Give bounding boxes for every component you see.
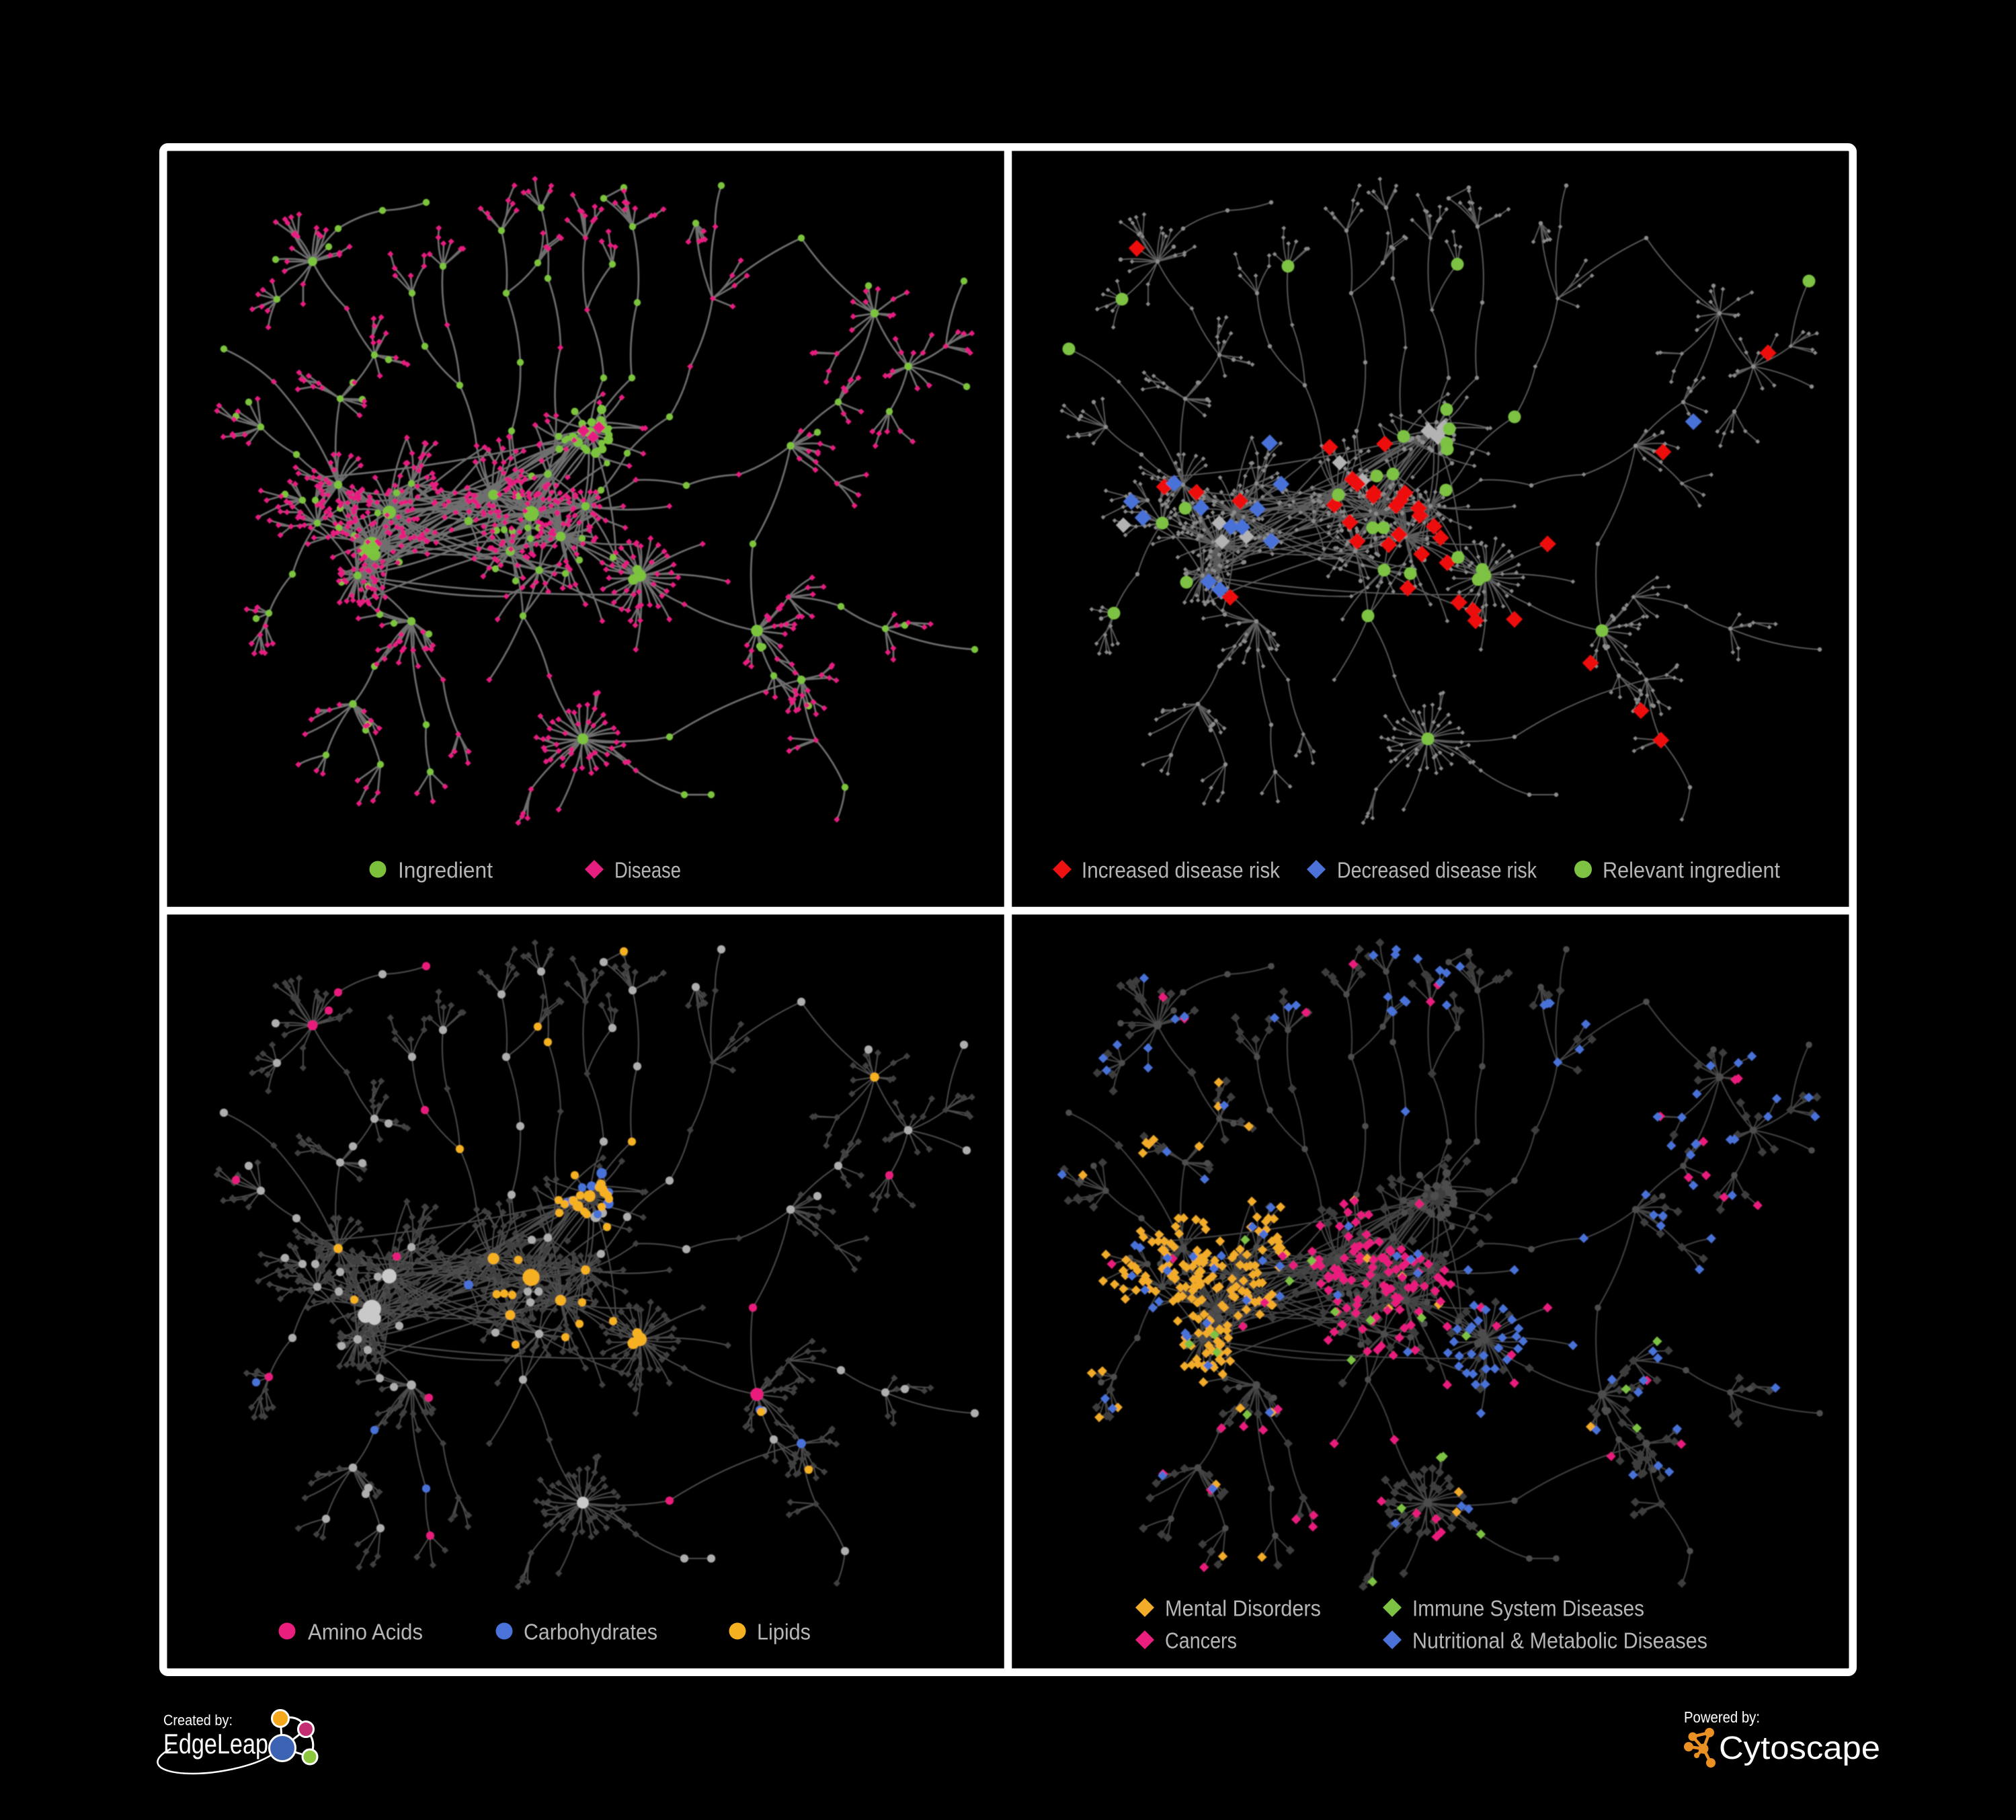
svg-text:Decreased disease risk: Decreased disease risk: [1337, 858, 1537, 883]
svg-text:Disease: Disease: [614, 858, 681, 883]
svg-text:EdgeLeap: EdgeLeap: [163, 1728, 268, 1759]
svg-text:Created by:: Created by:: [163, 1712, 233, 1729]
svg-text:Immune System Diseases: Immune System Diseases: [1412, 1596, 1644, 1621]
svg-text:Powered by:: Powered by:: [1684, 1708, 1760, 1726]
svg-text:Lipids: Lipids: [757, 1620, 811, 1645]
svg-text:Nutritional & Metabolic Diseas: Nutritional & Metabolic Diseases: [1412, 1628, 1707, 1653]
svg-text:Cytoscape: Cytoscape: [1719, 1731, 1880, 1766]
svg-text:Relevant ingredient: Relevant ingredient: [1603, 858, 1780, 883]
svg-text:Carbohydrates: Carbohydrates: [524, 1620, 657, 1645]
svg-text:Cancers: Cancers: [1165, 1628, 1237, 1653]
svg-text:Increased disease risk: Increased disease risk: [1082, 858, 1280, 883]
svg-text:Ingredient: Ingredient: [398, 858, 493, 883]
svg-text:Amino Acids: Amino Acids: [308, 1620, 423, 1645]
svg-text:Mental Disorders: Mental Disorders: [1165, 1596, 1321, 1621]
